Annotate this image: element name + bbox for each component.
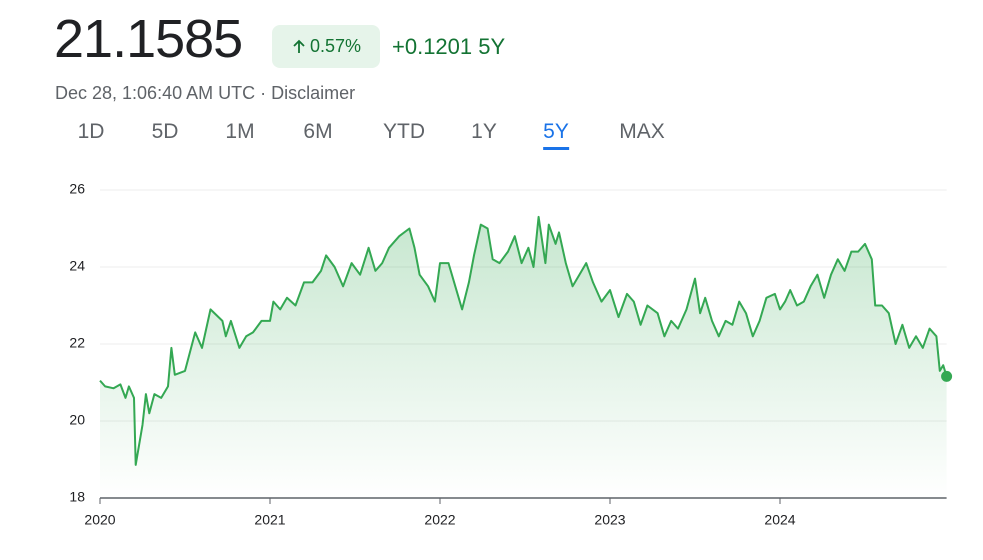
up-arrow <box>293 39 305 53</box>
area <box>100 216 947 498</box>
change-percent: 0.57% <box>309 36 362 56</box>
range-tab[interactable]: 1Y <box>471 120 497 143</box>
x-tick-label: 2020 <box>84 512 115 528</box>
range-tab[interactable]: 5Y <box>543 120 569 150</box>
timestamp-line: Dec 28, 1:06:40 AM UTC · Disclaimer <box>55 83 355 104</box>
change-badge: 0.57% <box>272 25 380 68</box>
range-tab[interactable]: 6M <box>303 120 333 143</box>
price: 21.1585 <box>54 9 243 69</box>
separator: · <box>260 83 267 103</box>
y-tick-label: 22 <box>69 335 85 351</box>
period: 5Y <box>478 34 506 59</box>
x-tick-label: 2023 <box>594 512 625 528</box>
price-line <box>99 215 948 466</box>
range-tab[interactable]: 5D <box>151 120 179 143</box>
y-tick-label: 20 <box>69 412 85 428</box>
timestamp: Dec 28, 1:06:40 AM UTC <box>55 83 256 103</box>
y-tick-label: 18 <box>69 489 85 505</box>
change-value: +0.1201 <box>392 34 473 59</box>
range-tab[interactable]: 1D <box>77 120 105 143</box>
header: 21.1585 0.57% +0.1201 5Y Dec 28, 1:06:40… <box>0 0 983 175</box>
disclaimer[interactable]: Disclaimer <box>271 83 356 103</box>
x-tick-label: 2024 <box>764 512 795 528</box>
x-tick-label: 2022 <box>424 512 455 528</box>
last-point <box>941 370 953 382</box>
y-tick-label: 24 <box>69 258 85 274</box>
range-tab[interactable]: MAX <box>619 120 665 143</box>
range-tab[interactable]: YTD <box>383 120 425 143</box>
x-tick-label: 2021 <box>254 512 285 528</box>
change: +0.1201 5Y <box>392 34 505 60</box>
y-tick-label: 26 <box>69 181 85 197</box>
range-tab[interactable]: 1M <box>225 120 255 143</box>
